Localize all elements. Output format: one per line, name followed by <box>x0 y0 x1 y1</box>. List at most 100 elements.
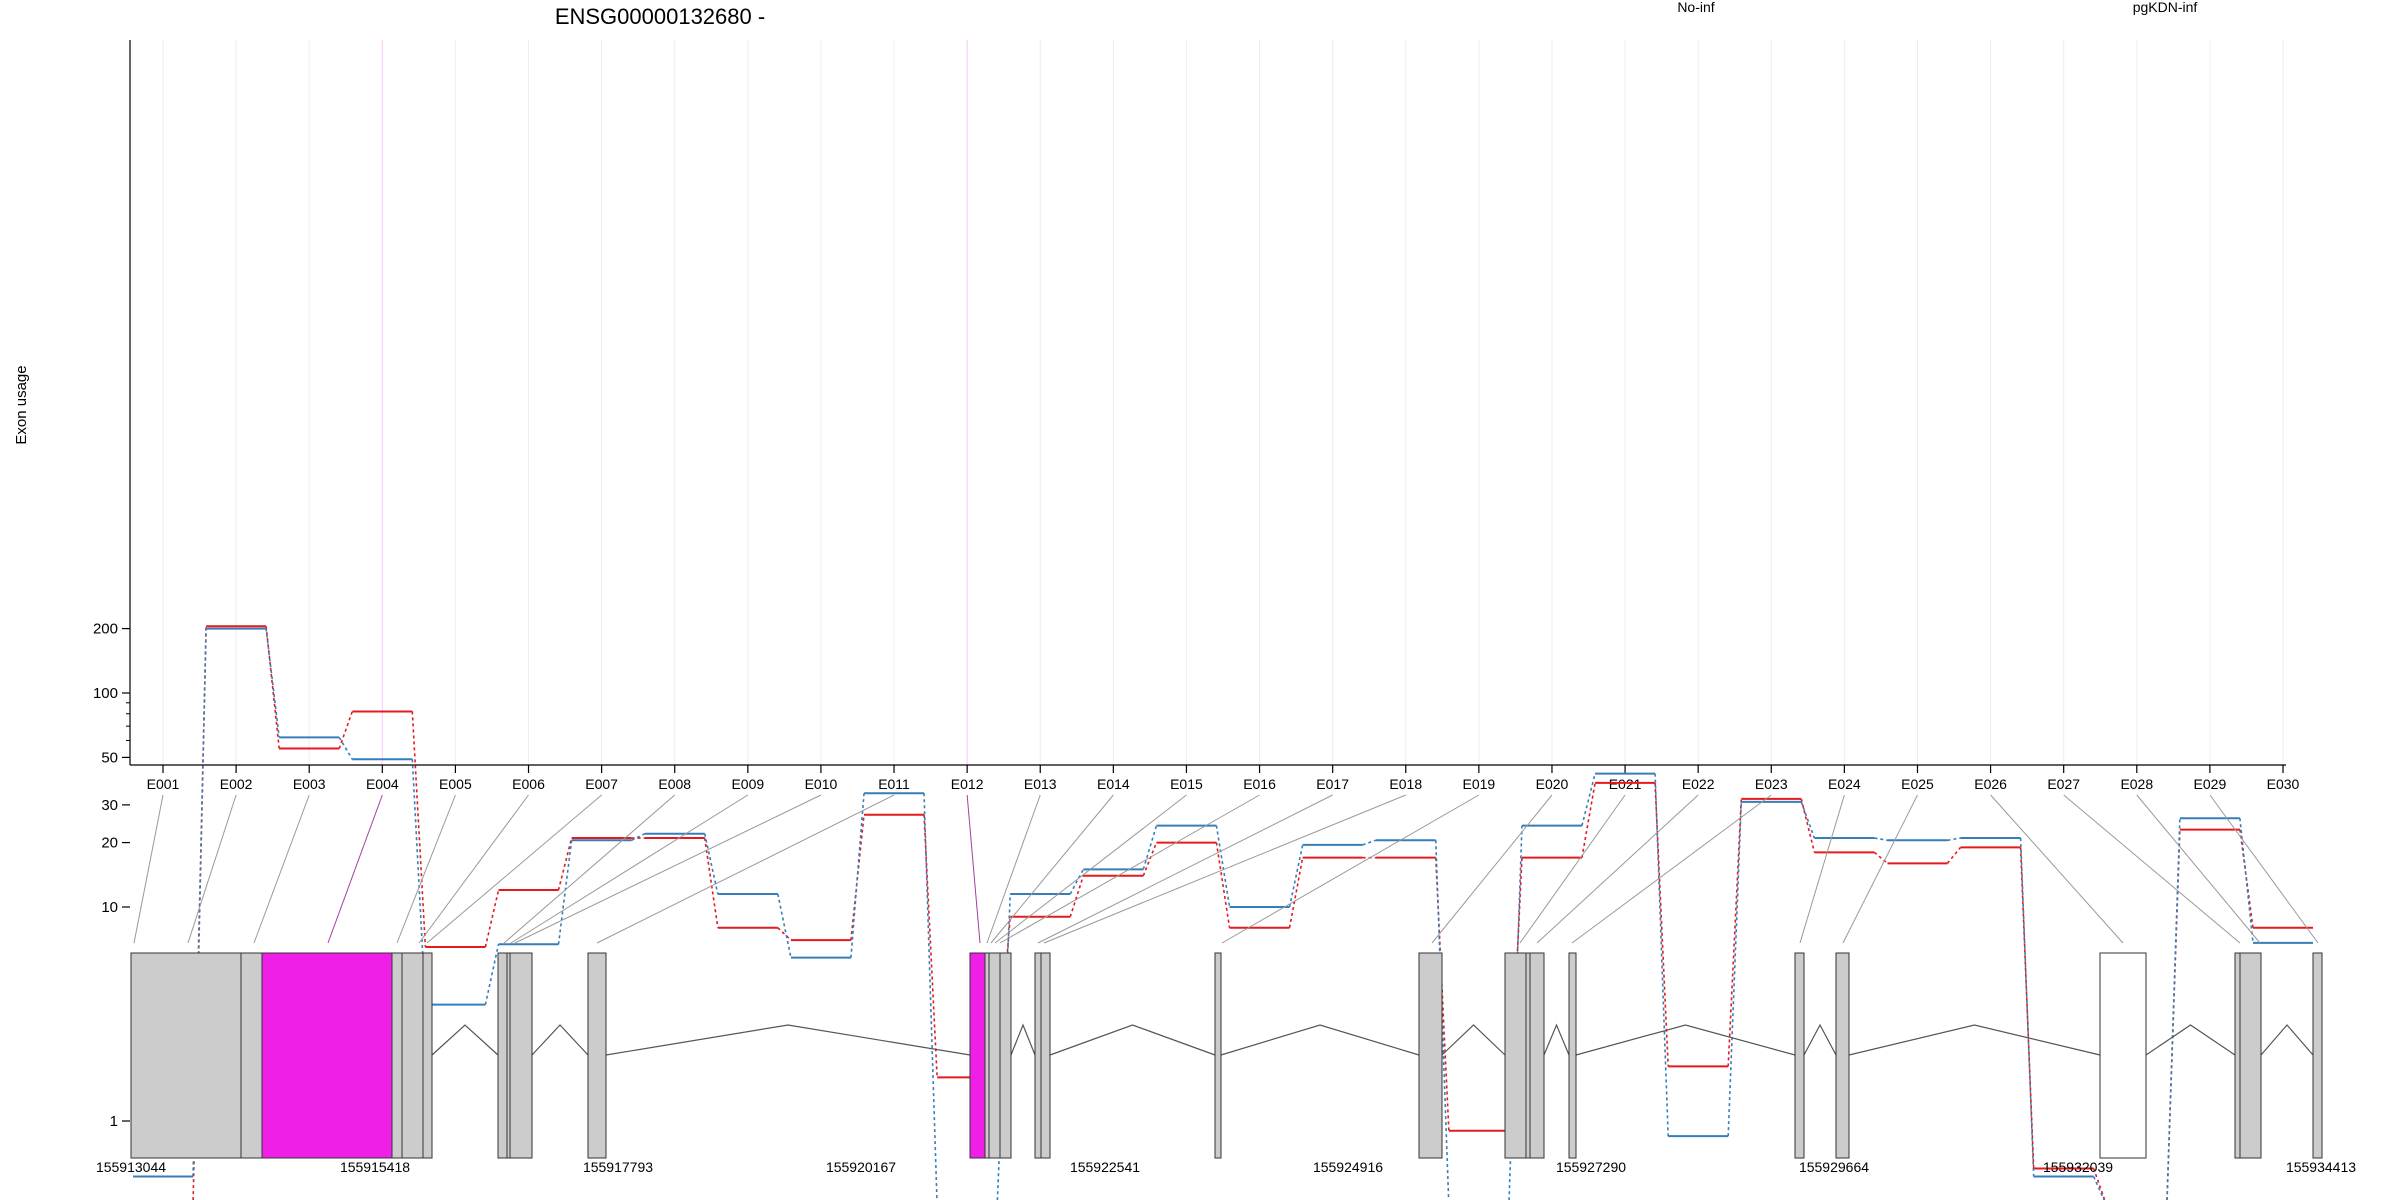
x-tick-label-e021: E021 <box>1609 776 1642 792</box>
intron <box>1803 1023 1837 1056</box>
series-connector <box>777 893 792 958</box>
connector-e013 <box>986 794 1041 944</box>
exon-block <box>2239 952 2262 1159</box>
exon-block <box>1529 952 1545 1159</box>
intron <box>2260 1024 2314 1056</box>
x-tick-label-e004: E004 <box>366 776 399 792</box>
y-tick-label: 1 <box>110 1113 118 1130</box>
x-tick-label-e020: E020 <box>1536 776 1569 792</box>
y-tick-label: 200 <box>93 621 118 638</box>
connector-e012 <box>966 794 981 944</box>
intron <box>1441 1024 1506 1056</box>
connector-e024 <box>1799 794 1845 944</box>
exon-block <box>1418 952 1443 1159</box>
exon-block <box>497 952 508 1159</box>
series-connector <box>2092 1168 2106 1200</box>
x-tick-label-e009: E009 <box>731 776 764 792</box>
exon-connectors <box>133 794 2319 944</box>
x-tick-label-e008: E008 <box>658 776 691 792</box>
x-tick-label-e026: E026 <box>1974 776 2007 792</box>
connector-e008 <box>503 794 676 944</box>
connector-e002 <box>187 794 237 944</box>
series-connector <box>1800 798 1816 853</box>
x-tick-label-e002: E002 <box>220 776 253 792</box>
series-connector <box>1288 857 1304 928</box>
exon-block <box>261 952 393 1159</box>
series-connector <box>1434 840 1450 1200</box>
series-connector <box>1142 842 1158 877</box>
connector-e007 <box>426 794 602 944</box>
series-connector <box>265 628 281 738</box>
connector-e014 <box>990 794 1114 944</box>
exon-block <box>988 952 1001 1159</box>
y-tick-label: 50 <box>101 749 118 766</box>
series-connector <box>557 840 573 945</box>
connector-e029 <box>2209 794 2319 944</box>
grid <box>162 40 2284 765</box>
series-connector <box>265 626 281 749</box>
x-tick-label-e014: E014 <box>1097 776 1130 792</box>
series-connector <box>1800 801 1816 839</box>
series-connector <box>1654 773 1669 1137</box>
x-tick-label-e011: E011 <box>878 776 910 792</box>
series-connector <box>1362 839 1377 846</box>
x-tick-label-e027: E027 <box>2047 776 2080 792</box>
x-tick-label-e024: E024 <box>1828 776 1861 792</box>
series-connector <box>631 833 646 841</box>
series-connector <box>1069 875 1085 918</box>
series-connector <box>1874 837 1888 842</box>
connector-e023 <box>1571 794 1772 944</box>
exon-block <box>391 952 403 1159</box>
intron <box>1543 1023 1570 1056</box>
y-tick-label: 100 <box>93 685 118 702</box>
series-connector <box>484 944 500 1005</box>
x-tick-label-e019: E019 <box>1463 776 1496 792</box>
series-connector <box>484 889 500 948</box>
genomic-coordinate-label: 155915418 <box>340 1159 410 1175</box>
series-connector <box>1947 837 1961 842</box>
connector-e016 <box>999 794 1260 944</box>
connector-e017 <box>1037 794 1333 944</box>
exon-block <box>422 952 433 1159</box>
exon-block <box>130 952 242 1159</box>
exon-block <box>1835 952 1850 1159</box>
connector-e019 <box>1221 794 1480 944</box>
genomic-coordinate-label: 155920167 <box>826 1159 896 1175</box>
series-connector <box>557 837 573 891</box>
series-connector <box>1654 782 1669 1067</box>
connector-e018 <box>1043 794 1406 944</box>
exon-block <box>1504 952 1527 1159</box>
connector-e001 <box>133 794 164 944</box>
exon-block <box>509 952 533 1159</box>
series-connector <box>1727 798 1743 1067</box>
exon-block <box>999 952 1012 1159</box>
series-connector <box>850 793 865 958</box>
x-tick-label-e006: E006 <box>512 776 545 792</box>
series-connector <box>1946 846 1962 864</box>
intron <box>605 1024 971 1056</box>
genomic-coordinate-label: 155929664 <box>1799 1159 1869 1175</box>
intron <box>1848 1024 2101 1056</box>
series-connector <box>923 793 938 1200</box>
series-connector <box>2239 818 2254 943</box>
intron <box>1220 1024 1420 1056</box>
series-connector <box>2019 838 2035 1177</box>
connector-e025 <box>1842 794 1918 944</box>
y-axis-label: Exon usage <box>13 365 30 444</box>
exon-block <box>969 952 986 1159</box>
y-tick-label: 20 <box>101 835 118 852</box>
series-connector <box>338 711 354 749</box>
x-tick-label-e005: E005 <box>439 776 472 792</box>
intron <box>431 1024 499 1056</box>
exon-block <box>1214 952 1222 1159</box>
x-tick-label-e025: E025 <box>1901 776 1934 792</box>
genomic-coordinate-label: 155913044 <box>96 1159 166 1175</box>
chart-title: ENSG00000132680 - <box>555 4 765 29</box>
connector-e027 <box>2063 794 2241 944</box>
exon-block <box>984 952 990 1159</box>
intron <box>1010 1023 1036 1056</box>
connector-e003 <box>253 794 310 944</box>
exon-block <box>2234 952 2241 1159</box>
x-tick-label-e015: E015 <box>1170 776 1203 792</box>
x-tick-label-e029: E029 <box>2194 776 2227 792</box>
